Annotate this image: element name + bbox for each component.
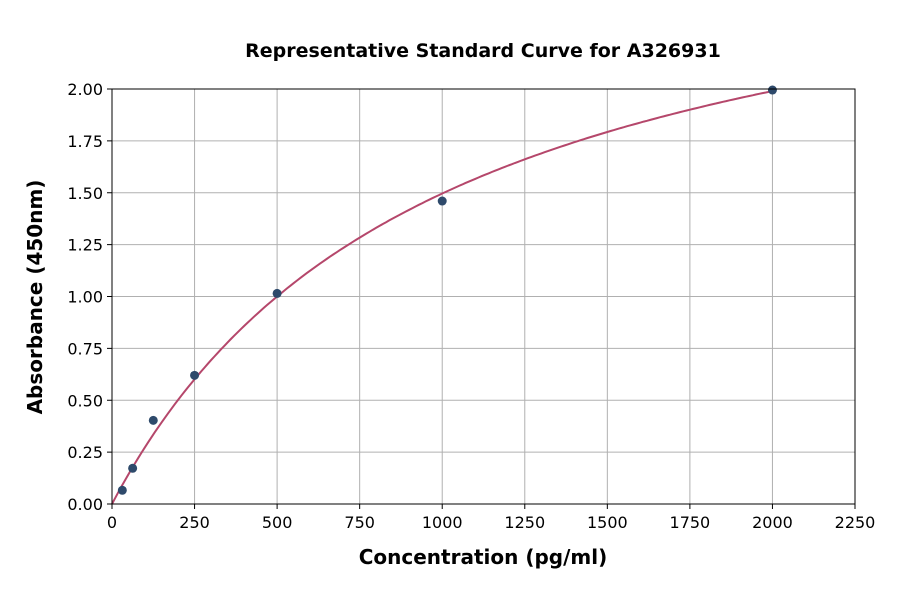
y-axis-label: Absorbance (450nm) [23,180,47,415]
data-point [272,288,282,298]
x-tick-label: 1750 [670,513,711,532]
x-tick-label: 250 [179,513,210,532]
y-tick-label: 0.25 [67,443,103,462]
x-axis-label: Concentration (pg/ml) [359,545,608,569]
data-point [148,415,158,425]
data-point [437,196,447,206]
x-tick-label: 750 [344,513,375,532]
x-tick-label: 2250 [835,513,876,532]
y-tick-label: 2.00 [67,80,103,99]
x-tick-label: 0 [107,513,117,532]
data-point [117,485,127,495]
x-tick-label: 1000 [422,513,463,532]
y-tick-label: 0.75 [67,339,103,358]
x-tick-label: 2000 [752,513,793,532]
plot-frame [111,88,856,505]
x-tick-label: 1250 [504,513,545,532]
y-tick-label: 0.50 [67,391,103,410]
y-tick-label: 1.00 [67,288,103,307]
data-point [128,463,138,473]
y-tick-label: 0.00 [67,495,103,514]
data-point [767,85,777,95]
x-tick-label: 1500 [587,513,628,532]
chart-title: Representative Standard Curve for A32693… [245,40,721,62]
y-tick-label: 1.75 [67,132,103,151]
fit-curve [111,90,773,505]
data-point [190,370,200,380]
y-tick-label: 1.25 [67,236,103,255]
y-tick-label: 1.50 [67,184,103,203]
x-tick-label: 500 [262,513,293,532]
